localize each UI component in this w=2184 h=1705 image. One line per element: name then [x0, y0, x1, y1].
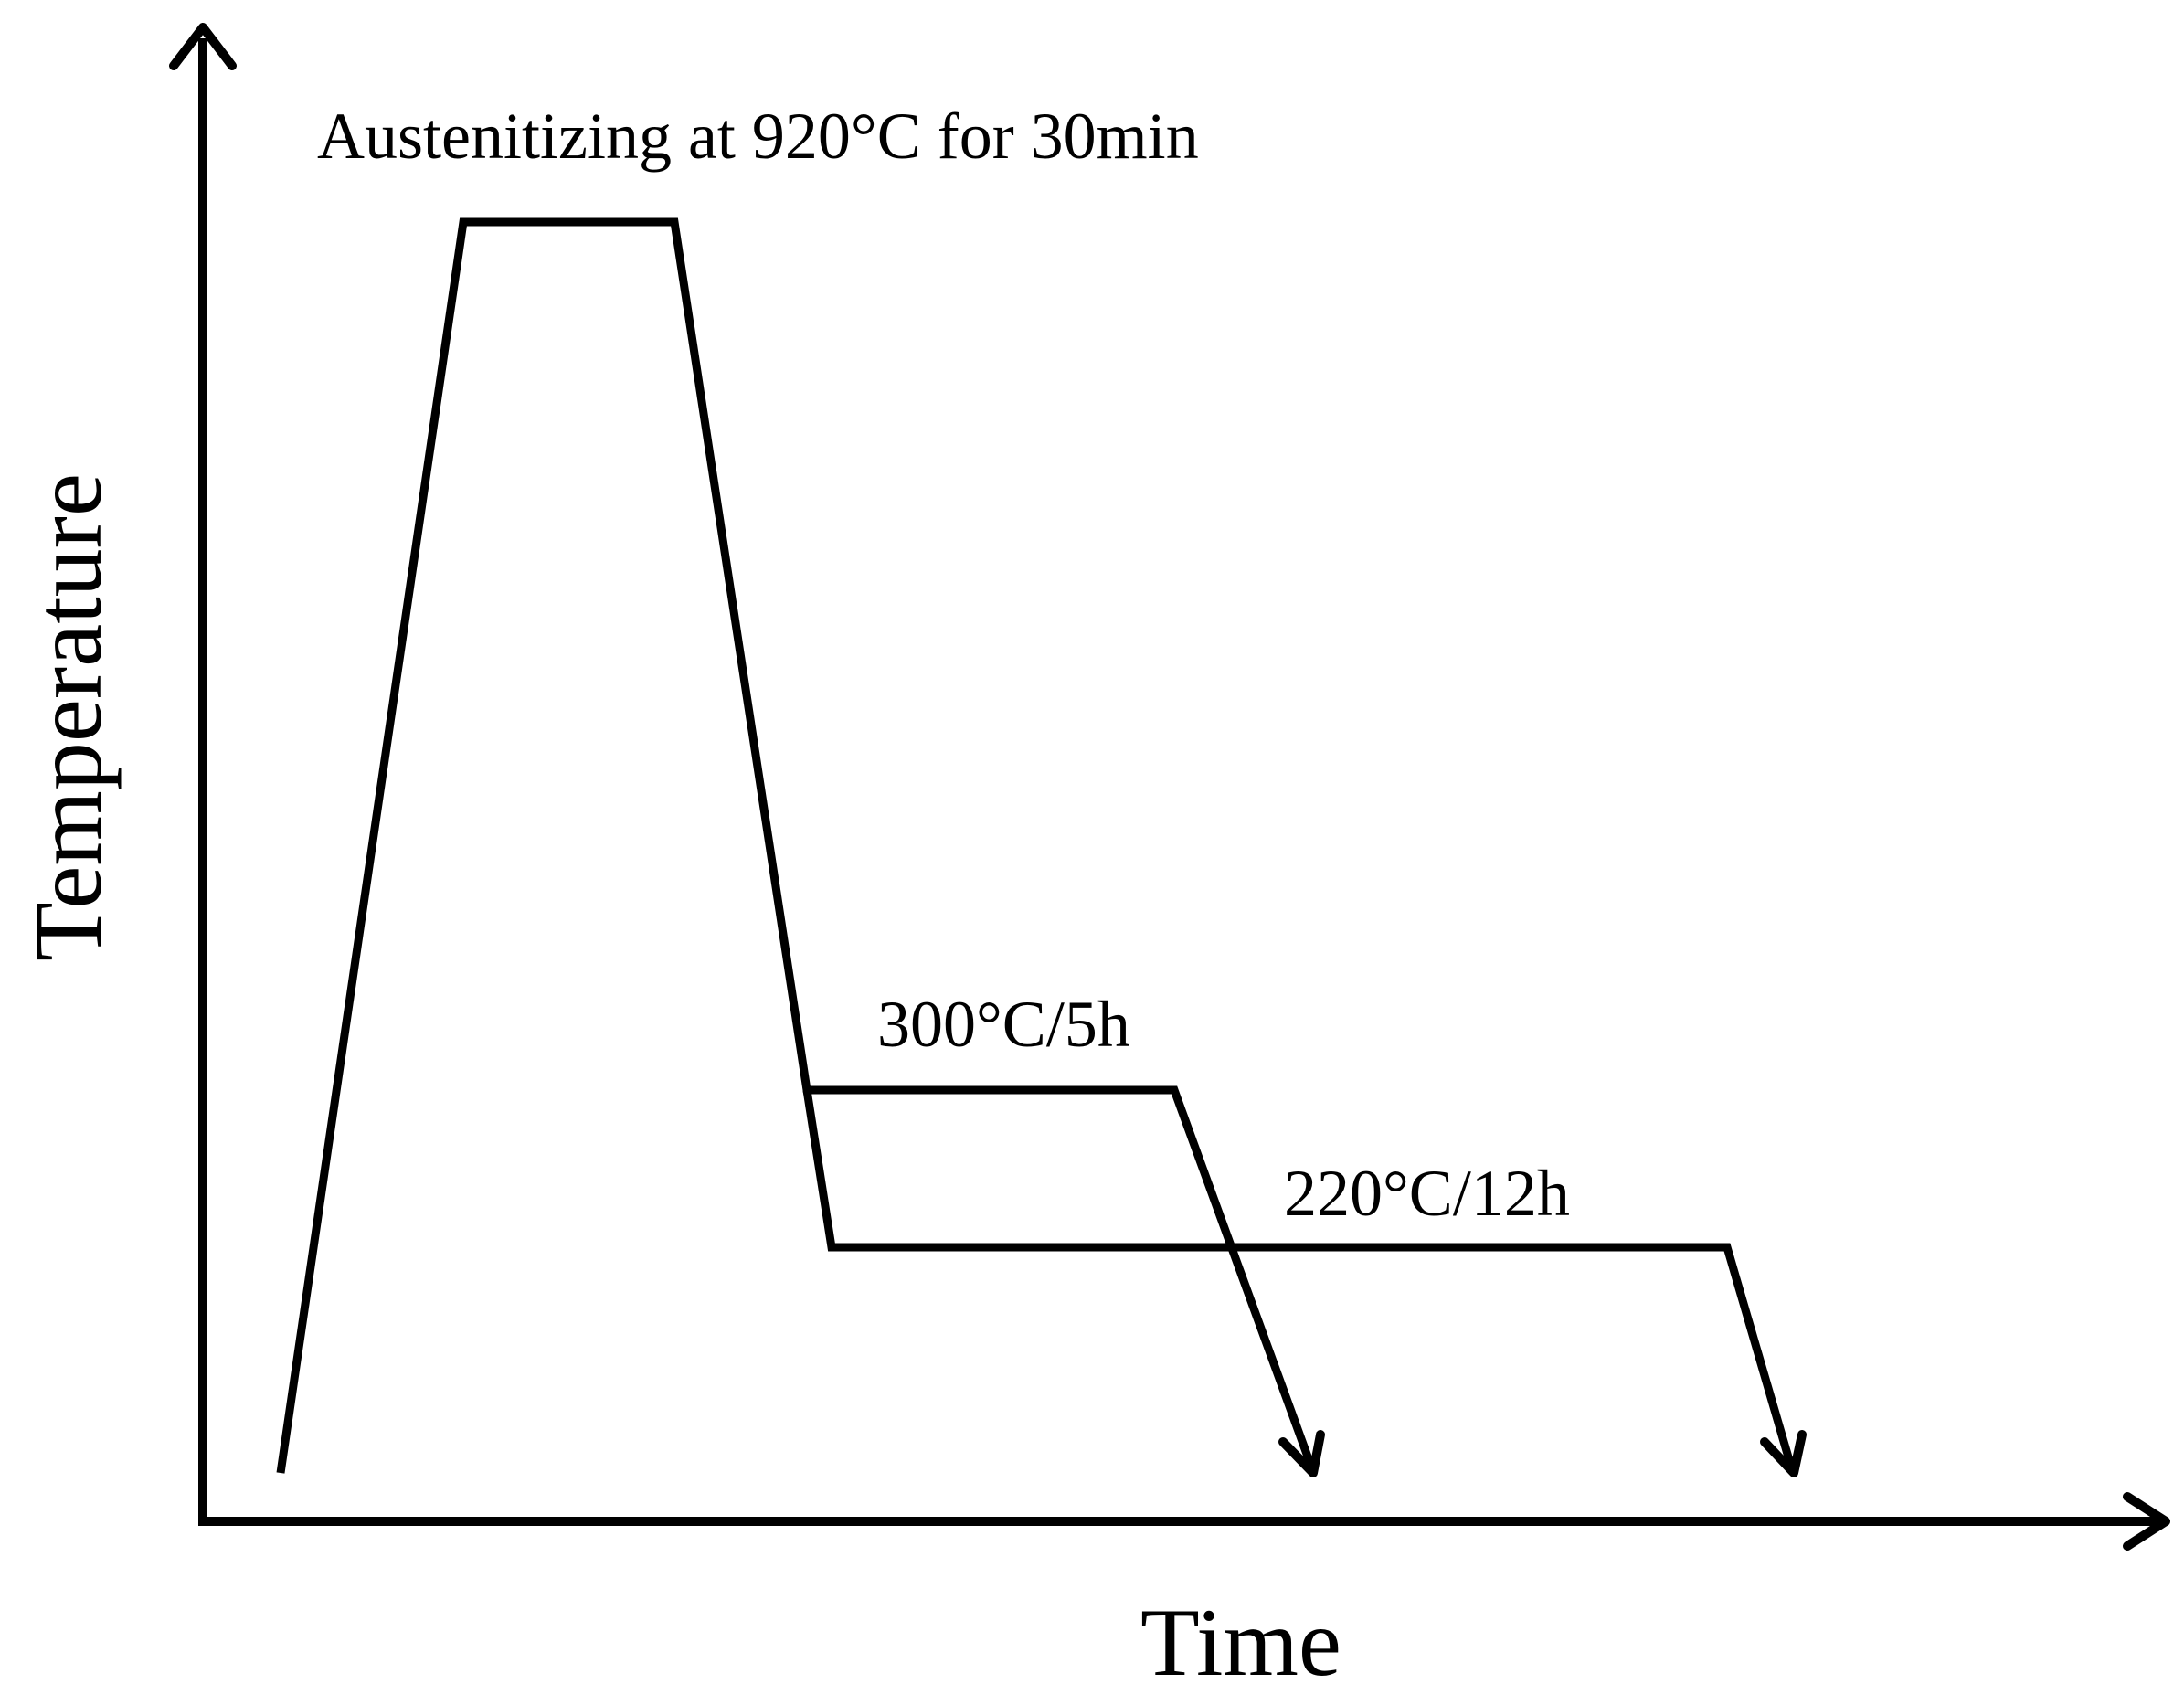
arrowhead-220: [1760, 1430, 1807, 1477]
austenitizing-path: [276, 217, 1316, 1474]
path-220: [802, 1089, 1796, 1468]
x-axis-arrowhead: [2123, 1492, 2170, 1551]
hold-220-label: 220°C/12h: [1284, 1157, 1570, 1230]
arrowhead-300: [1278, 1430, 1325, 1477]
austenitizing-label: Austenitizing at 920°C for 30min: [317, 100, 1199, 173]
x-axis-label: Time: [1140, 1589, 1341, 1696]
y-axis-arrowhead: [169, 23, 237, 70]
hold-300-label: 300°C/5h: [877, 988, 1130, 1061]
y-axis-label: Temperature: [15, 473, 122, 961]
